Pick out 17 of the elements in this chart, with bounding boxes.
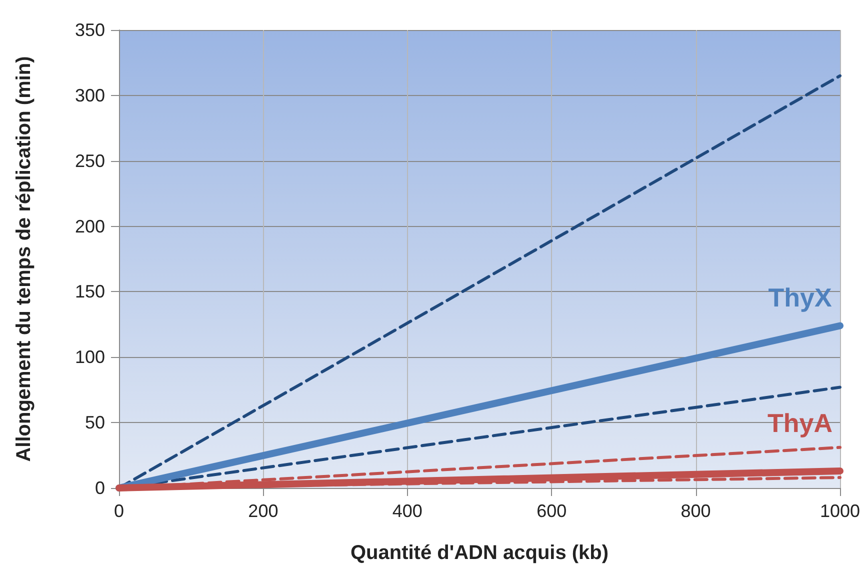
series-label: ThyX bbox=[768, 282, 832, 313]
x-tick-label: 800 bbox=[680, 501, 711, 521]
x-axis-title: Quantité d'ADN acquis (kb) bbox=[350, 542, 609, 564]
y-tick-label: 250 bbox=[74, 150, 105, 171]
x-tick-label: 600 bbox=[536, 501, 567, 521]
x-tick-label: 0 bbox=[114, 501, 124, 521]
x-tick-label: 200 bbox=[248, 501, 278, 521]
x-tick-label: 1000 bbox=[820, 501, 860, 521]
y-tick-label: 200 bbox=[74, 216, 105, 236]
y-tick-label: 0 bbox=[94, 478, 105, 498]
y-tick-label: 300 bbox=[74, 85, 105, 106]
y-tick-label: 100 bbox=[74, 347, 105, 368]
x-tick-label: 400 bbox=[392, 501, 422, 521]
y-tick-label: 50 bbox=[84, 412, 105, 433]
y-axis-title: Allongement du temps de réplication (min) bbox=[13, 56, 35, 462]
y-tick-label: 150 bbox=[74, 282, 105, 302]
y-tick-label: 350 bbox=[74, 20, 105, 40]
